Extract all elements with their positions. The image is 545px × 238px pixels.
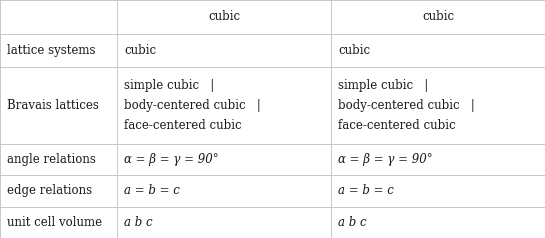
- Text: a = b = c: a = b = c: [124, 184, 180, 197]
- Text: angle relations: angle relations: [7, 153, 96, 166]
- Text: simple cubic   |: simple cubic |: [124, 79, 215, 92]
- Bar: [117, 0, 331, 34]
- Text: Bravais lattices: Bravais lattices: [7, 99, 99, 112]
- Text: a b c: a b c: [338, 216, 367, 229]
- Bar: [331, 207, 545, 238]
- Text: body-centered cubic   |: body-centered cubic |: [338, 99, 475, 112]
- Text: body-centered cubic   |: body-centered cubic |: [124, 99, 261, 112]
- Bar: [0, 144, 117, 175]
- Bar: [0, 0, 117, 34]
- Bar: [331, 34, 545, 67]
- Text: simple cubic   |: simple cubic |: [338, 79, 428, 92]
- Bar: [0, 34, 117, 67]
- Text: edge relations: edge relations: [7, 184, 92, 197]
- Text: cubic: cubic: [338, 44, 370, 57]
- Text: α = β = γ = 90°: α = β = γ = 90°: [124, 153, 219, 166]
- Bar: [331, 67, 545, 144]
- Text: unit cell volume: unit cell volume: [7, 216, 102, 229]
- Bar: [117, 144, 331, 175]
- Bar: [331, 175, 545, 207]
- Bar: [0, 175, 117, 207]
- Text: a = b = c: a = b = c: [338, 184, 394, 197]
- Bar: [117, 67, 331, 144]
- Bar: [0, 67, 117, 144]
- Text: α = β = γ = 90°: α = β = γ = 90°: [338, 153, 433, 166]
- Bar: [117, 34, 331, 67]
- Bar: [0, 207, 117, 238]
- Text: a b c: a b c: [124, 216, 153, 229]
- Bar: [331, 144, 545, 175]
- Text: cubic: cubic: [422, 10, 454, 23]
- Text: face-centered cubic: face-centered cubic: [124, 119, 242, 132]
- Bar: [331, 0, 545, 34]
- Bar: [117, 207, 331, 238]
- Text: face-centered cubic: face-centered cubic: [338, 119, 456, 132]
- Bar: [117, 175, 331, 207]
- Text: cubic: cubic: [208, 10, 240, 23]
- Text: lattice systems: lattice systems: [7, 44, 95, 57]
- Text: cubic: cubic: [124, 44, 156, 57]
